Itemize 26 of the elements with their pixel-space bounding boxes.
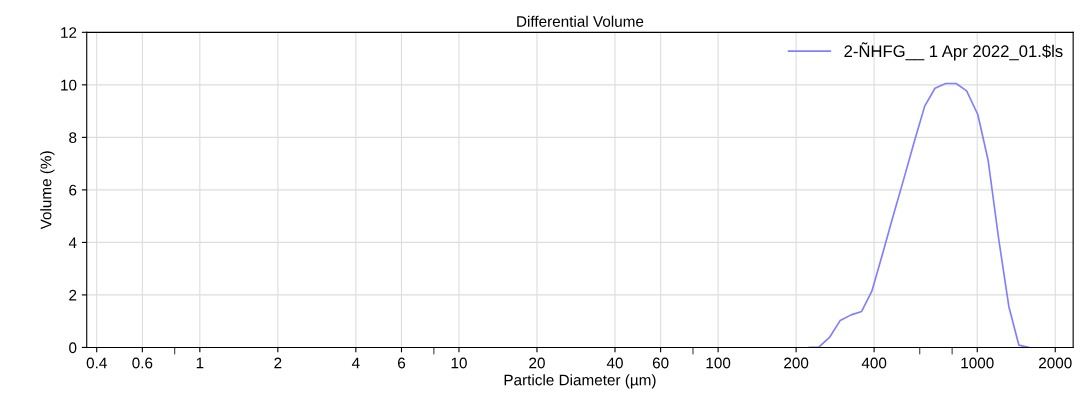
legend-label: 2-ÑHFG__ 1 Apr 2022_01.$ls	[844, 42, 1063, 61]
y-tick-label: 8	[69, 132, 77, 144]
x-tick-label: 2	[274, 357, 282, 369]
x-tick-label: 2000	[1039, 357, 1072, 369]
x-tick-label: 40	[606, 357, 623, 369]
x-tick-label: 10	[451, 357, 467, 369]
y-tick-label: 0	[69, 342, 77, 354]
y-tick-label: 2	[69, 289, 77, 301]
x-tick-label: 100	[706, 357, 731, 369]
y-axis-title: Volume (%)	[40, 151, 55, 230]
x-tick-label: 200	[784, 357, 809, 369]
y-tick-label: 4	[68, 237, 77, 248]
x-tick-label: 1	[196, 357, 204, 369]
y-tick-label: 12	[61, 27, 77, 38]
x-tick-label: 1000	[961, 357, 994, 369]
y-tick-label: 10	[61, 79, 77, 91]
x-tick-label: 60	[652, 357, 669, 369]
x-tick-label: 6	[398, 357, 406, 369]
x-tick-label: 4	[351, 357, 360, 369]
x-tick-label: 20	[529, 357, 545, 369]
chart-title: Differential Volume	[517, 15, 644, 27]
x-tick-label: 0.4	[86, 357, 107, 369]
x-tick-label: 0.6	[132, 357, 153, 369]
x-axis-title: Particle Diameter (µm)	[504, 374, 656, 389]
x-tick-label: 400	[861, 357, 887, 369]
y-tick-label: 6	[69, 184, 77, 196]
